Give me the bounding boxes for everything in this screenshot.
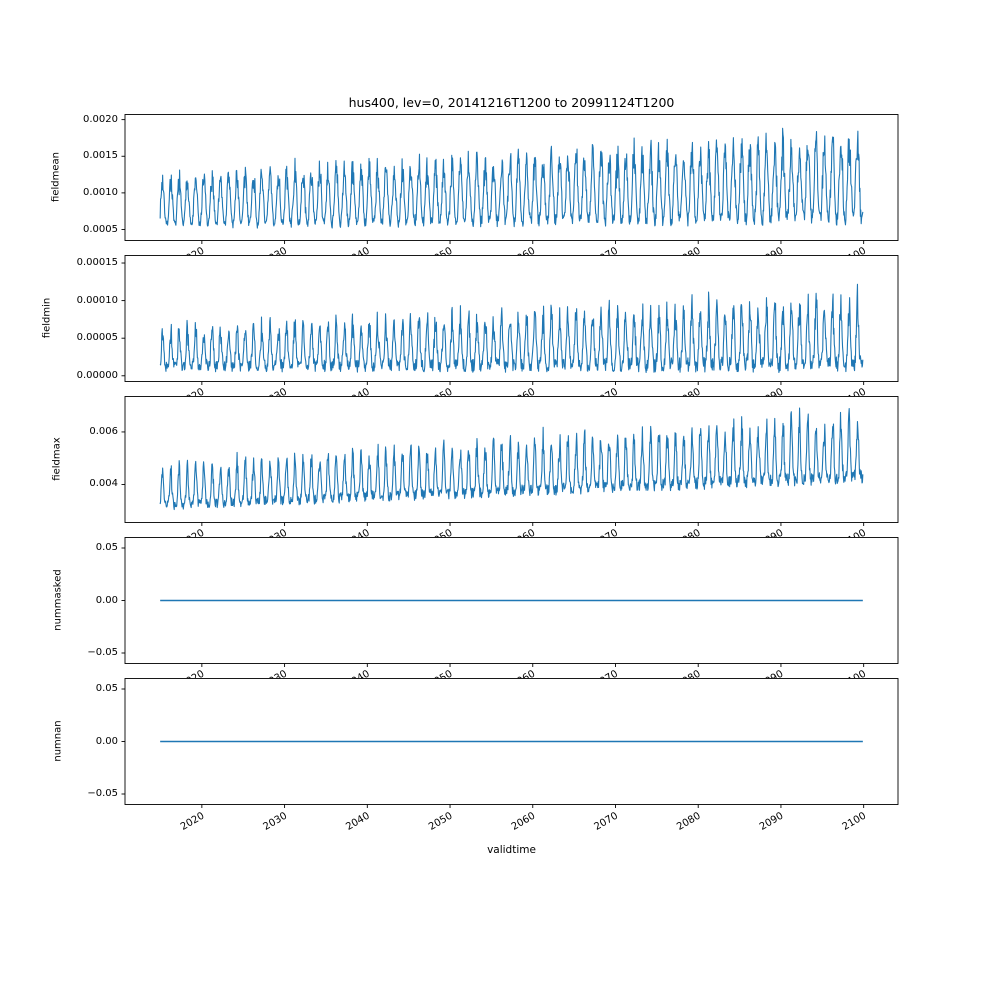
y-axis-label-fieldmean: fieldmean (50, 152, 62, 202)
x-tick-label: 2090 (758, 669, 786, 678)
x-tick-label: 2100 (841, 528, 869, 537)
y-tick-label: 0.006 (89, 425, 118, 437)
x-tick-label: 2080 (675, 811, 703, 833)
x-tick-label: 2070 (592, 246, 620, 255)
x-tick-label: 2090 (758, 387, 786, 396)
axes-frame (124, 255, 899, 382)
x-tick-label: 2060 (510, 528, 538, 537)
y-tick-label: 0.00 (95, 735, 118, 747)
x-tick-label: 2020 (179, 528, 207, 537)
x-tick-label: 2050 (427, 246, 455, 255)
x-tick-label: 2030 (262, 528, 290, 537)
x-tick-label: 2030 (262, 669, 290, 678)
x-tick-label: 2050 (427, 387, 455, 396)
x-tick-label: 2080 (675, 246, 703, 255)
y-tick-label: 0.00015 (76, 257, 118, 269)
y-tick-label: 0.004 (89, 478, 118, 490)
x-tick-label: 2070 (592, 669, 620, 678)
plot-area-fieldmax: 2020 2030 2040 2050 2060 2070 2080 2090 2100 (121, 396, 899, 537)
y-tick-label: 0.00010 (76, 294, 118, 306)
x-tick-label: 2050 (427, 528, 455, 537)
x-tick-label: 2030 (262, 811, 290, 833)
x-tick-label: 2030 (262, 246, 290, 255)
x-tick-label: 2030 (262, 387, 290, 396)
chart-title: hus400, lev=0, 20141216T1200 to 20991124… (348, 95, 675, 110)
x-tick-label: 2040 (344, 811, 372, 833)
x-tick-label: 2060 (510, 246, 538, 255)
axes-frame (124, 114, 899, 241)
y-axis-label-fieldmin: fieldmin (41, 297, 53, 339)
x-tick-label: 2080 (675, 669, 703, 678)
y-tick-label: −0.05 (87, 647, 118, 658)
y-axis-label-fieldmax: fieldmax (51, 437, 63, 481)
y-tick-label: 0.0015 (83, 150, 118, 162)
x-tick-label: 2040 (344, 246, 372, 255)
x-tick-label: 2080 (675, 528, 703, 537)
x-tick-label: 2100 (841, 387, 869, 396)
y-tick-label: 0.05 (95, 542, 118, 553)
x-tick-label: 2040 (344, 387, 372, 396)
y-tick-label: 0.05 (95, 683, 118, 694)
x-tick-label: 2060 (510, 811, 538, 833)
x-tick-label: 2050 (427, 811, 455, 833)
series-line-fieldmean (159, 127, 864, 229)
x-tick-label: 2040 (344, 528, 372, 537)
plot-area-nummasked: 2020 2030 2040 2050 2060 2070 2080 2090 2100 (121, 537, 899, 678)
x-tick-label: 2020 (179, 669, 207, 678)
x-tick-label: 2020 (179, 246, 207, 255)
plot-area-numnan: 2020 2030 2040 2050 2060 2070 2080 2090 2100 (121, 678, 899, 833)
y-axis-label-nummasked: nummasked (52, 569, 64, 631)
subplot-fieldmin: fieldmin 2020 2030 2040 2050 2060 2070 2080 209… (0, 255, 1000, 396)
x-tick-label: 2100 (841, 669, 869, 678)
y-tick-label: 0.00 (95, 594, 118, 606)
x-tick-label: 2020 (179, 387, 207, 396)
x-tick-label: 2050 (427, 669, 455, 678)
x-tick-label: 2100 (841, 811, 869, 833)
y-axis-label-numnan: numnan (52, 720, 64, 762)
series-line-fieldmin (159, 283, 864, 374)
y-tick-label: 0.0010 (83, 186, 118, 198)
x-tick-label: 2070 (592, 387, 620, 396)
x-tick-label: 2070 (592, 528, 620, 537)
x-axis-title: validtime (487, 844, 536, 856)
x-tick-label: 2080 (675, 387, 703, 396)
x-tick-label: 2090 (758, 246, 786, 255)
subplot-numnan: numnan 2020 2030 2040 2050 2060 2070 2080 2090 2… (0, 678, 1000, 863)
plot-area-fieldmean: 2020 2030 2040 2050 2060 2070 2080 2090 2100 (121, 114, 899, 255)
y-tick-label: −0.05 (87, 788, 118, 799)
axes-frame (124, 396, 899, 523)
subplot-fieldmax: fieldmax 2020 2030 2040 2050 2060 2070 2080 209… (0, 396, 1000, 537)
subplot-fieldmean: fieldmean 202020302040205020602070208020… (0, 114, 1000, 255)
x-tick-label: 2060 (510, 387, 538, 396)
plot-area-fieldmin: 2020 2030 2040 2050 2060 2070 2080 2090 2100 (121, 255, 899, 396)
x-tick-label: 2020 (179, 811, 207, 833)
x-tick-label: 2070 (592, 811, 620, 833)
x-tick-label: 2090 (758, 811, 786, 833)
y-tick-label: 0.00005 (76, 332, 118, 344)
y-tick-label: 0.00000 (76, 369, 118, 381)
x-tick-label: 2100 (841, 246, 869, 255)
subplot-nummasked: nummasked 202020302040205020602070208020… (0, 537, 1000, 678)
series-line-fieldmax (159, 407, 864, 511)
x-tick-label: 2090 (758, 528, 786, 537)
y-tick-label: 0.0020 (83, 113, 118, 125)
x-tick-label: 2060 (510, 669, 538, 678)
y-tick-label: 0.0005 (83, 223, 118, 235)
x-tick-label: 2040 (344, 669, 372, 678)
